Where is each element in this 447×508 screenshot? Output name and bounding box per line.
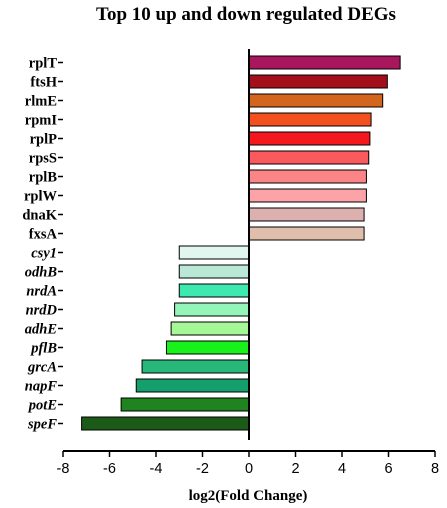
bar-ftsH [248,74,388,89]
x-tick-label-8: 8 [431,461,439,477]
category-label-nrdA: nrdA [26,284,57,300]
x-tick-label--6: -6 [103,461,116,477]
x-tick-label--8: -8 [57,461,70,477]
category-label-rplP: rplP [30,132,58,148]
category-label-fxsA: fxsA [29,227,58,243]
bar-rplW [248,188,367,203]
bar-adhE [170,321,250,336]
x-tick-label-0: 0 [245,461,253,477]
bar-grcA [141,359,250,374]
bar-rlmE [248,93,384,108]
category-label-pflB: pflB [29,341,57,357]
category-labels: rplT ftsH rlmE rpmI rplP rpsS rplB rplW dnaK fxsA… [22,56,57,433]
x-tick-label-4: 4 [338,461,346,477]
category-label-rplW: rplW [24,189,58,205]
x-tick-label-6: 6 [384,461,392,477]
category-label-adhE: adhE [25,322,58,338]
category-label-grcA: grcA [27,360,57,376]
chart-title: Top 10 up and down regulated DEGs [96,4,396,25]
category-label-rlmE: rlmE [25,94,57,110]
category-label-dnaK: dnaK [22,208,57,224]
category-label-nrdD: nrdD [26,303,58,319]
tick-labels: -8 -6 -4 -2 0 2 4 6 8 [57,461,439,477]
bar-napF [135,378,250,393]
x-tick-label--2: -2 [196,461,209,477]
category-label-napF: napF [25,379,58,395]
bar-rplT [248,55,401,70]
bar-rplP [248,131,371,146]
category-label-rpsS: rpsS [29,151,57,167]
bar-rpsS [248,150,370,165]
axes [58,49,436,457]
x-tick-label-2: 2 [291,461,299,477]
category-label-ftsH: ftsH [30,75,57,91]
bar-speF [81,416,250,431]
x-tick-label--4: -4 [150,461,163,477]
category-label-potE: potE [27,398,58,414]
x-axis-label: log2(Fold Change) [189,488,308,504]
bars-group [81,55,401,431]
bar-pflB [165,340,250,355]
bar-dnaK [248,207,365,222]
bar-rpmI [248,112,372,127]
category-label-odhB: odhB [25,265,58,281]
bar-fxsA [248,226,365,241]
category-label-rplB: rplB [29,170,58,186]
bar-potE [120,397,250,412]
category-label-csy1: csy1 [31,246,57,262]
category-label-rplT: rplT [29,56,58,72]
category-label-speF: speF [27,417,57,433]
bar-nrdA [178,283,250,298]
bar-csy1 [178,245,250,260]
category-label-rpmI: rpmI [25,113,58,129]
bar-rplB [248,169,367,184]
bar-nrdD [174,302,250,317]
bar-odhB [178,264,250,279]
